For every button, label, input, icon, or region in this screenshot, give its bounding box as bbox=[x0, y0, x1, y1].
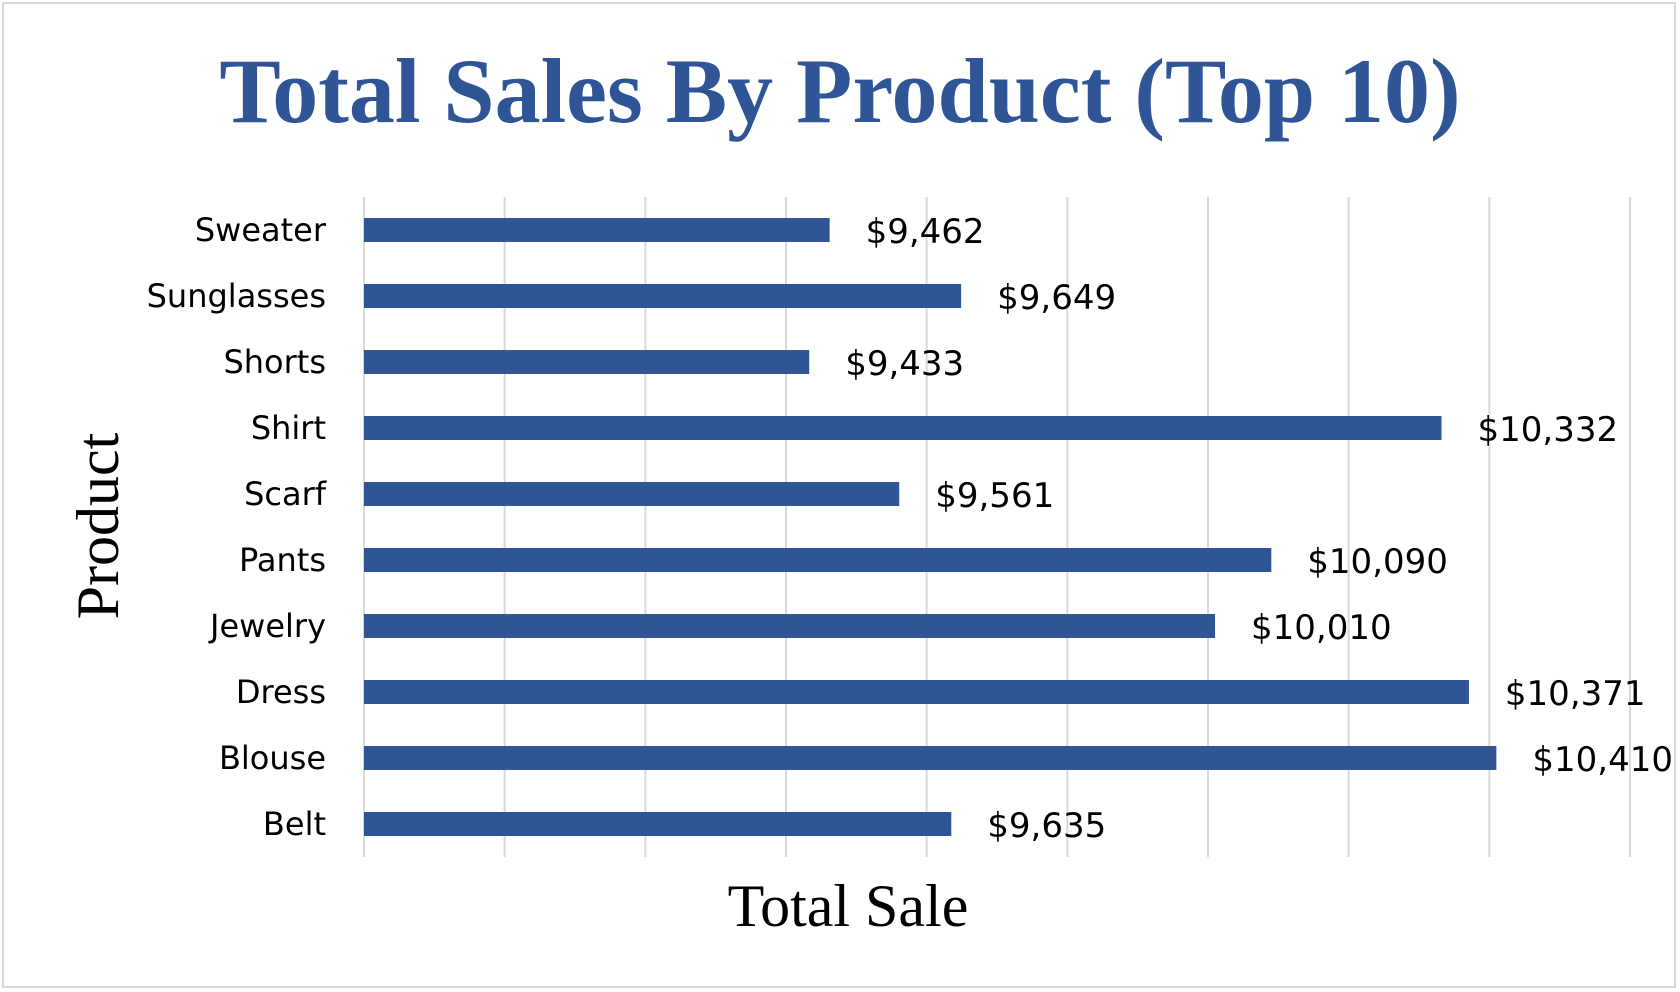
value-label-sunglasses: $9,649 bbox=[997, 278, 1116, 318]
bar-shorts bbox=[364, 350, 810, 374]
value-label-sweater: $9,462 bbox=[866, 212, 985, 252]
value-label-blouse: $10,410 bbox=[1532, 740, 1673, 780]
y-axis-title: Product bbox=[65, 432, 131, 619]
category-label-shirt: Shirt bbox=[251, 409, 326, 447]
bar-sunglasses bbox=[364, 284, 962, 308]
category-label-scarf: Scarf bbox=[244, 475, 327, 513]
category-label-jewelry: Jewelry bbox=[208, 607, 326, 645]
bar-blouse bbox=[364, 746, 1497, 770]
category-label-sweater: Sweater bbox=[195, 211, 327, 249]
chart-title: Total Sales By Product (Top 10) bbox=[219, 40, 1460, 142]
bar-sweater bbox=[364, 218, 830, 242]
bar-scarf bbox=[364, 482, 900, 506]
category-label-sunglasses: Sunglasses bbox=[147, 277, 326, 315]
value-label-shirt: $10,332 bbox=[1478, 410, 1619, 450]
category-label-belt: Belt bbox=[263, 805, 326, 843]
bar-dress bbox=[364, 680, 1469, 704]
category-label-pants: Pants bbox=[239, 541, 326, 579]
value-labels: $9,462 $9,649 $9,433 $10,332 $9,561 $10,090 $1… bbox=[845, 212, 1673, 846]
x-axis-title: Total Sale bbox=[728, 873, 969, 939]
value-label-shorts: $9,433 bbox=[845, 344, 964, 384]
category-label-shorts: Shorts bbox=[223, 343, 326, 381]
bar-shirt bbox=[364, 416, 1442, 440]
bar-belt bbox=[364, 812, 952, 836]
bar-jewelry bbox=[364, 614, 1216, 638]
value-label-belt: $9,635 bbox=[987, 806, 1106, 846]
bar-pants bbox=[364, 548, 1272, 572]
value-label-scarf: $9,561 bbox=[935, 476, 1054, 516]
category-label-blouse: Blouse bbox=[219, 739, 326, 777]
value-label-pants: $10,090 bbox=[1307, 542, 1448, 582]
category-label-dress: Dress bbox=[236, 673, 326, 711]
category-labels: Sweater Sunglasses Shorts Shirt Scarf Pants Je… bbox=[147, 211, 327, 843]
bars bbox=[364, 218, 1497, 836]
value-label-jewelry: $10,010 bbox=[1251, 608, 1392, 648]
value-label-dress: $10,371 bbox=[1505, 674, 1646, 714]
